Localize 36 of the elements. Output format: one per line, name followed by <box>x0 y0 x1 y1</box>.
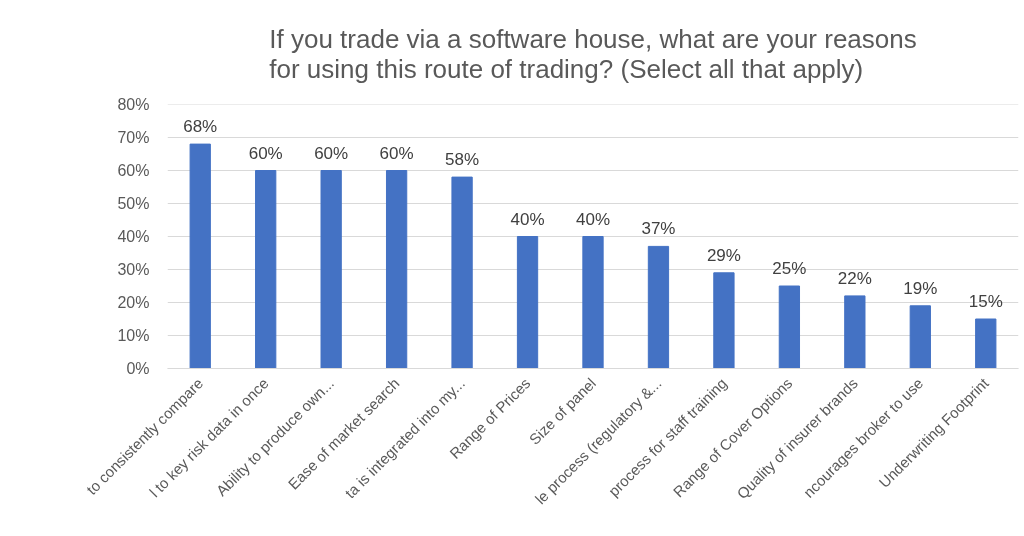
bar <box>189 143 211 369</box>
data-label: 60% <box>379 143 414 163</box>
y-tick-label: 0% <box>126 360 150 377</box>
chart-title: If you trade via a software house, what are your reasons for using this route of trading? (Select all that apply) <box>269 23 917 84</box>
data-label: 25% <box>772 259 807 278</box>
data-label: 37% <box>641 219 676 239</box>
bar <box>778 285 801 369</box>
bar <box>516 236 539 369</box>
bar <box>451 176 473 369</box>
y-tick-label: 60% <box>117 162 150 179</box>
data-label: 29% <box>706 245 741 265</box>
bar <box>255 170 277 369</box>
y-tick-label: 10% <box>117 327 150 344</box>
bar <box>320 170 342 369</box>
bar <box>713 272 735 369</box>
data-label: 60% <box>314 143 349 163</box>
bar <box>909 305 931 369</box>
bar <box>844 295 866 369</box>
bar <box>647 245 670 369</box>
data-label: 15% <box>968 292 1003 311</box>
bar <box>975 318 997 369</box>
y-tick-label: 80% <box>117 96 150 113</box>
bar <box>385 170 408 369</box>
y-tick-label: 50% <box>117 195 150 212</box>
y-tick-label: 70% <box>117 129 150 146</box>
data-label: 40% <box>575 209 611 229</box>
data-label: 40% <box>510 209 545 229</box>
bar <box>582 236 604 369</box>
data-label: 68% <box>183 117 218 137</box>
data-label: 19% <box>903 278 938 298</box>
data-label: 60% <box>248 143 283 163</box>
data-label: 22% <box>837 268 872 288</box>
y-tick-label: 30% <box>117 261 150 278</box>
y-tick-label: 20% <box>117 294 150 311</box>
data-label: 58% <box>445 150 480 170</box>
y-tick-label: 40% <box>117 228 150 245</box>
